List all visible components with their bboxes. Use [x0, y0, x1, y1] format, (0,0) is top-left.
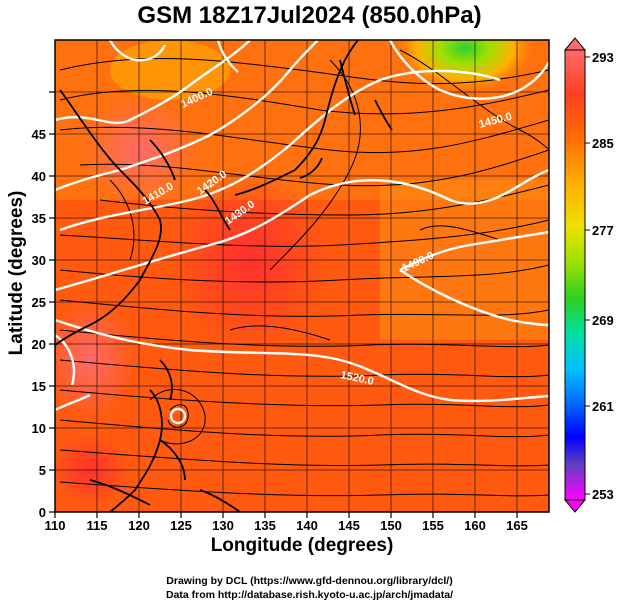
- graticule: [55, 40, 549, 512]
- x-tick-label: 160: [464, 518, 486, 533]
- x-tick-label: 130: [212, 518, 234, 533]
- y-tick-label: 35: [32, 211, 46, 226]
- x-tick-label: 115: [87, 518, 108, 533]
- colorbar-bottom-arrow: [563, 499, 587, 513]
- x-tick-label: 140: [296, 518, 318, 533]
- y-tick-label: 25: [32, 295, 46, 310]
- y-tick-label: 40: [32, 169, 46, 184]
- x-axis-label: Longitude (degrees): [210, 535, 394, 556]
- y-tick-label: 30: [32, 253, 46, 268]
- colorbar-top-arrow: [563, 37, 587, 51]
- colorbar-tick-label: 293: [592, 50, 614, 65]
- y-tick-label: 45: [32, 127, 46, 142]
- data-source-credit: Data from http://database.rish.kyoto-u.a…: [165, 589, 454, 601]
- colorbar-scale: [564, 49, 586, 501]
- axis-ticks: [49, 91, 518, 518]
- height-contours: [55, 40, 549, 425]
- y-tick-labels: 0 5 10 15 20 25 30 35 40 45: [32, 127, 46, 520]
- y-tick-label: 10: [32, 421, 46, 436]
- x-tick-label: 135: [254, 518, 276, 533]
- y-tick-label: 0: [39, 505, 46, 520]
- temperature-field: [55, 40, 549, 512]
- y-tick-label: 5: [39, 463, 46, 478]
- colorbar-tick-label: 261: [592, 399, 614, 414]
- coastlines: [55, 40, 393, 512]
- colorbar-tick-label: 277: [592, 223, 614, 238]
- plot-frame: [54, 39, 550, 513]
- x-tick-label: 110: [45, 518, 66, 533]
- x-tick-label: 155: [422, 518, 444, 533]
- x-tick-label: 165: [506, 518, 528, 533]
- colorbar: 293 285 277 269 261 253: [563, 37, 614, 513]
- chart-title: GSM 18Z17Jul2024 (850.0hPa): [137, 2, 482, 29]
- x-tick-label: 150: [380, 518, 402, 533]
- y-tick-label: 15: [32, 379, 46, 394]
- x-tick-label: 120: [128, 518, 150, 533]
- y-axis-label: Latitude (degrees): [6, 190, 27, 356]
- x-tick-label: 145: [338, 518, 360, 533]
- y-tick-label: 20: [32, 337, 46, 352]
- colorbar-tick-label: 269: [592, 313, 614, 328]
- x-tick-label: 125: [170, 518, 192, 533]
- colorbar-tick-label: 285: [592, 136, 614, 151]
- colorbar-tick-label: 253: [592, 487, 614, 502]
- drawing-credit: Drawing by DCL (https://www.gfd-dennou.o…: [166, 575, 453, 587]
- x-tick-labels: 110 115 120 125 130 135 140 145 150 155 …: [45, 518, 528, 533]
